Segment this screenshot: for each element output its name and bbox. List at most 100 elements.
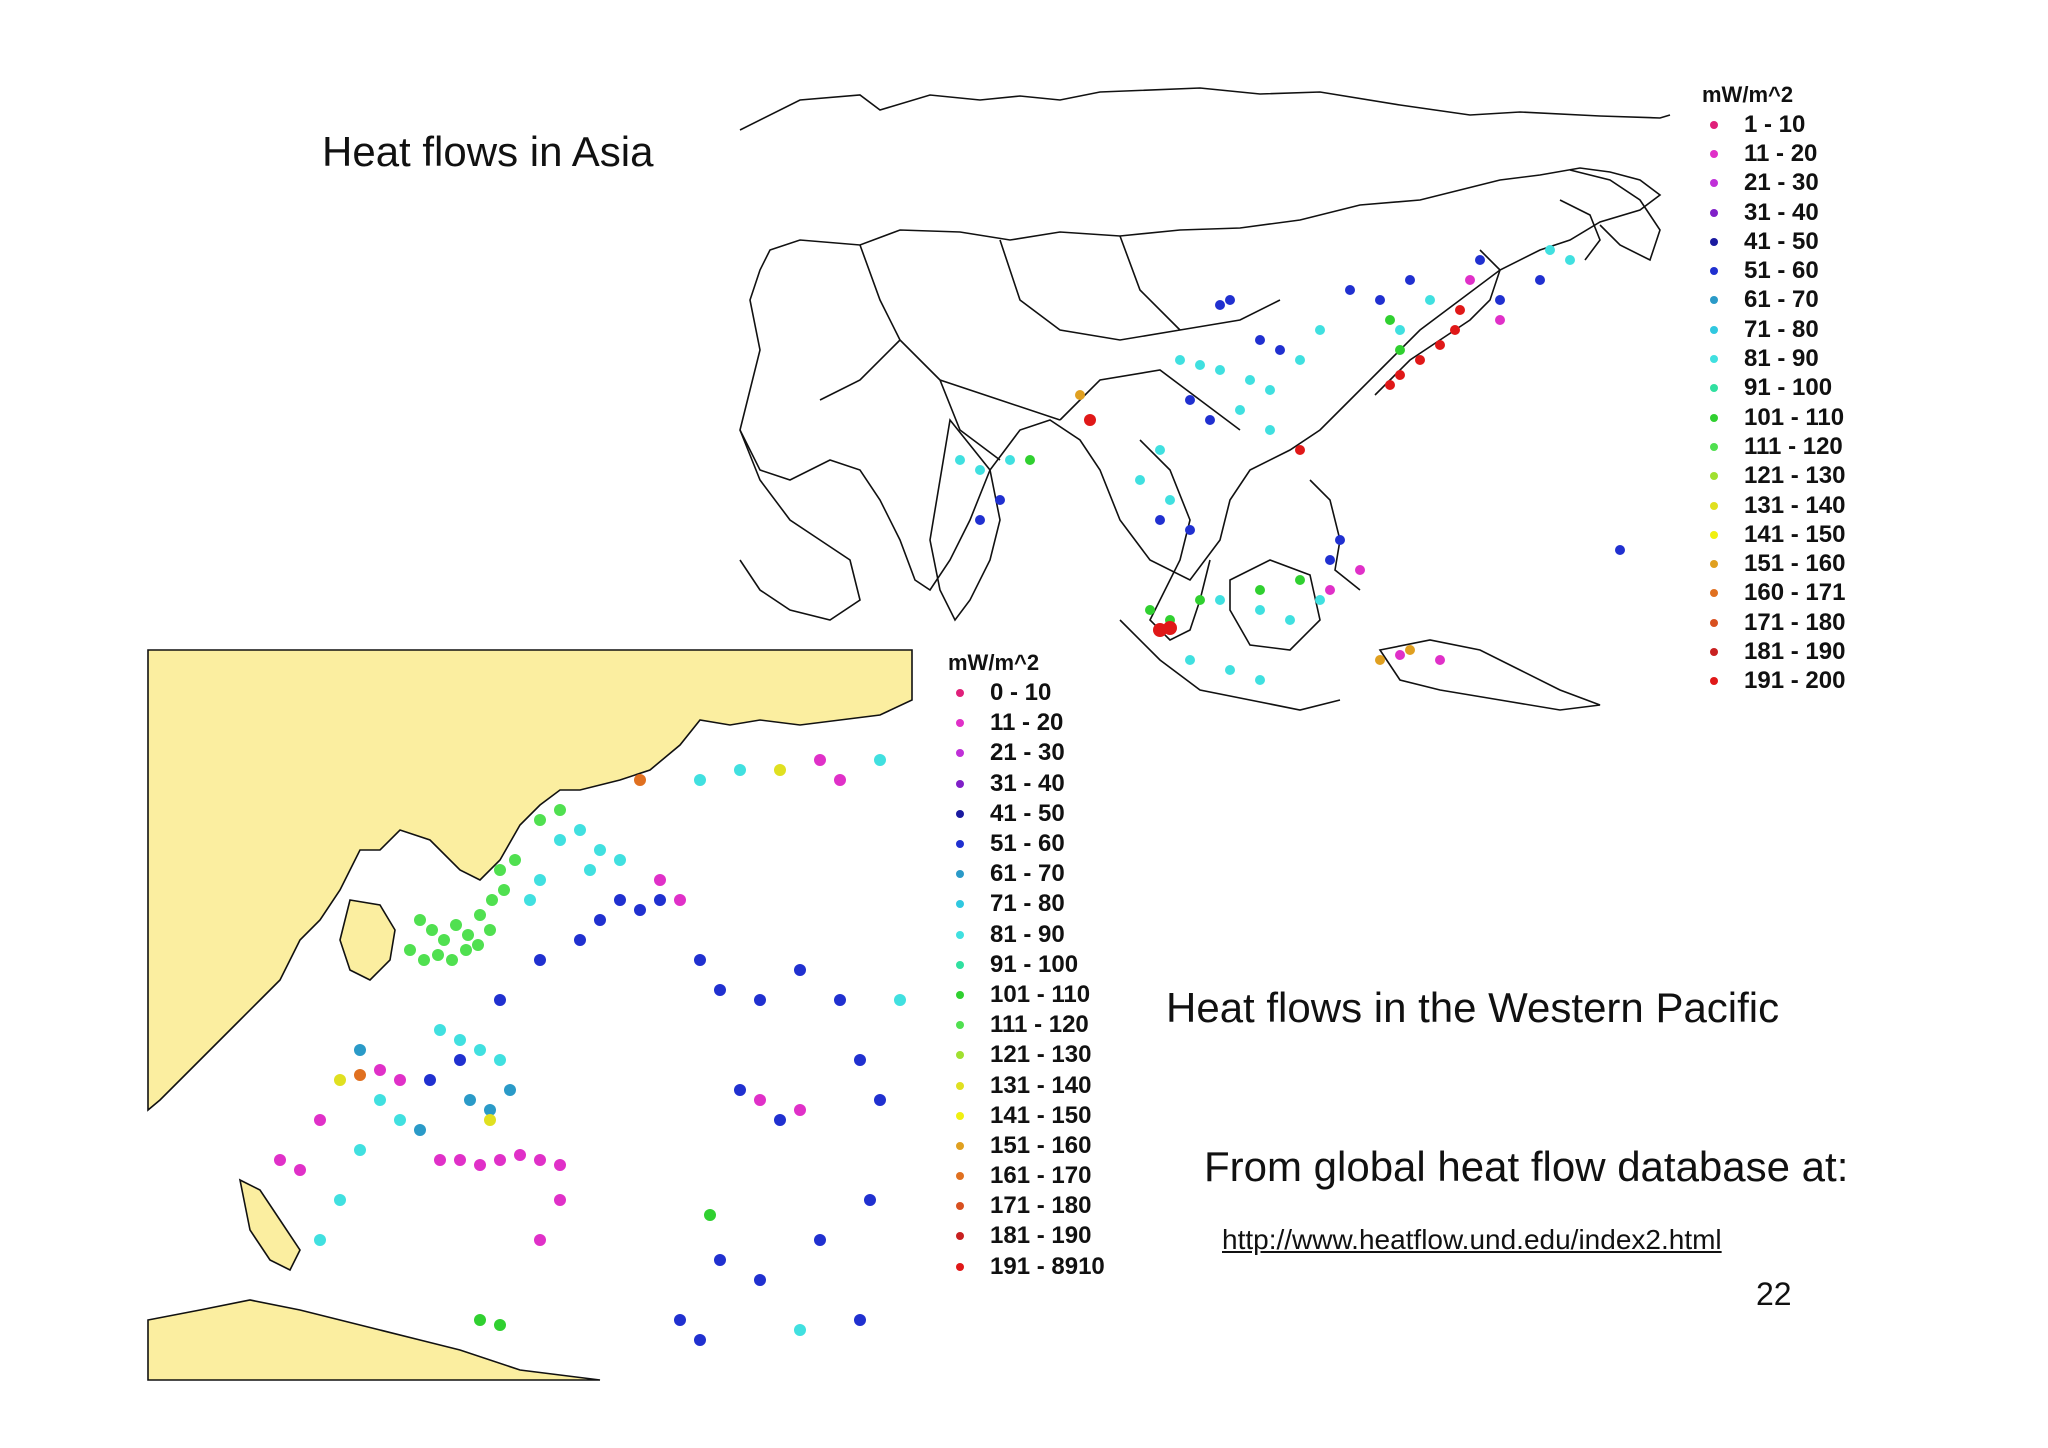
legend-label: 51 - 60 bbox=[990, 830, 1065, 858]
legend-row: 191 - 200 bbox=[1702, 667, 1845, 696]
legend-color-dot bbox=[956, 779, 964, 788]
legend-row: 11 - 20 bbox=[948, 708, 1105, 738]
legend-color-dot bbox=[956, 749, 964, 758]
legend-color-dot bbox=[1710, 325, 1718, 334]
legend-row: 131 - 140 bbox=[1702, 491, 1845, 520]
legend-label: 171 - 180 bbox=[990, 1192, 1092, 1220]
legend-color-dot bbox=[1710, 560, 1718, 569]
legend-color-dot bbox=[1710, 384, 1718, 393]
legend-row: 51 - 60 bbox=[1702, 256, 1845, 285]
legend-label: 151 - 160 bbox=[990, 1131, 1092, 1159]
legend-western-pacific: mW/m^2 0 - 10 11 - 20 21 - 30 31 - 40 41 - 5… bbox=[948, 650, 1105, 1282]
legend-row: 111 - 120 bbox=[1702, 432, 1845, 461]
legend-row: 21 - 30 bbox=[1702, 169, 1845, 198]
legend-label: 131 - 140 bbox=[990, 1071, 1092, 1099]
legend-label: 101 - 110 bbox=[990, 980, 1091, 1008]
legend-color-dot bbox=[1710, 677, 1718, 686]
legend-color-dot bbox=[1710, 237, 1718, 246]
legend-label: 21 - 30 bbox=[1744, 169, 1819, 197]
legend-row: 141 - 150 bbox=[1702, 520, 1845, 549]
legend-label: 171 - 180 bbox=[1744, 608, 1846, 636]
legend-color-dot bbox=[1710, 618, 1718, 627]
legend-color-dot bbox=[956, 960, 964, 969]
legend-row: 61 - 70 bbox=[948, 859, 1105, 889]
legend-label: 181 - 190 bbox=[990, 1222, 1092, 1250]
legend-row: 51 - 60 bbox=[948, 829, 1105, 859]
sumatra-java bbox=[1119, 619, 1341, 711]
legend-color-dot bbox=[956, 1141, 964, 1150]
legend-row: 121 - 130 bbox=[948, 1040, 1105, 1070]
india-peninsula bbox=[929, 418, 1001, 622]
source-text: From global heat flow database at: bbox=[1204, 1143, 1849, 1190]
legend-label: 141 - 150 bbox=[990, 1101, 1092, 1129]
legend-color-dot bbox=[956, 1202, 964, 1211]
legend-row: 181 - 190 bbox=[1702, 637, 1845, 666]
legend-color-dot bbox=[956, 1232, 964, 1241]
legend-color-dot bbox=[1710, 267, 1718, 276]
legend-color-dot bbox=[1710, 472, 1718, 481]
legend-label: 91 - 100 bbox=[1744, 374, 1833, 402]
legend-row: 101 - 110 bbox=[948, 980, 1105, 1010]
legend-label: 101 - 110 bbox=[1744, 403, 1845, 431]
legend-label: 41 - 50 bbox=[1744, 227, 1819, 255]
legend-color-dot bbox=[956, 1021, 964, 1030]
legend-row: 41 - 50 bbox=[948, 799, 1105, 829]
legend-color-dot bbox=[956, 1081, 964, 1090]
legend-color-dot bbox=[956, 1111, 964, 1120]
asia-map bbox=[739, 87, 1671, 711]
legend-label: 111 - 120 bbox=[1744, 432, 1843, 460]
legend-label: 71 - 80 bbox=[1744, 315, 1819, 343]
legend-row: 121 - 130 bbox=[1702, 462, 1845, 491]
legend-color-dot bbox=[1710, 442, 1718, 451]
legend-label: 31 - 40 bbox=[990, 769, 1065, 797]
legend-color-dot bbox=[956, 990, 964, 999]
legend-row: 71 - 80 bbox=[1702, 315, 1845, 344]
legend-label: 181 - 190 bbox=[1744, 637, 1846, 665]
new-guinea bbox=[1378, 639, 1601, 711]
legend-row: 31 - 40 bbox=[1702, 198, 1845, 227]
legend-label: 81 - 90 bbox=[990, 920, 1065, 948]
legend-color-dot bbox=[1710, 179, 1718, 188]
legend-row: 131 - 140 bbox=[948, 1070, 1105, 1100]
asia-arctic-coast bbox=[739, 87, 1671, 131]
title-heat-flows-asia: Heat flows in Asia bbox=[322, 128, 654, 175]
legend-color-dot bbox=[1710, 501, 1718, 510]
legend-row: 191 - 8910 bbox=[948, 1252, 1105, 1282]
legend-color-dot bbox=[1710, 589, 1718, 598]
legend-row: 81 - 90 bbox=[948, 920, 1105, 950]
legend-row: 1 - 10 bbox=[1702, 110, 1845, 139]
source-link[interactable]: http://www.heatflow.und.edu/index2.html bbox=[1222, 1224, 1722, 1255]
legend-row: 71 - 80 bbox=[948, 889, 1105, 919]
legend-row: 91 - 100 bbox=[1702, 374, 1845, 403]
legend-label: 31 - 40 bbox=[1744, 198, 1819, 226]
legend-asia: mW/m^2 1 - 10 11 - 20 21 - 30 31 - 40 41 - 5… bbox=[1702, 82, 1845, 696]
legend-label: 81 - 90 bbox=[1744, 345, 1819, 373]
wp-land-asia bbox=[147, 649, 913, 1112]
asia-outline bbox=[739, 167, 1662, 592]
legend-row: 31 - 40 bbox=[948, 769, 1105, 799]
legend-row: 151 - 160 bbox=[1702, 549, 1845, 578]
legend-color-dot bbox=[956, 1051, 964, 1060]
legend-label: 111 - 120 bbox=[990, 1011, 1089, 1039]
borneo bbox=[1229, 559, 1321, 651]
kamchatka bbox=[1569, 169, 1661, 262]
legend-row: 160 - 171 bbox=[1702, 579, 1845, 608]
title-heat-flows-western-pacific: Heat flows in the Western Pacific bbox=[1166, 984, 1780, 1031]
legend-color-dot bbox=[1710, 413, 1718, 422]
wp-land-korea bbox=[339, 899, 396, 981]
legend-label: 61 - 70 bbox=[1744, 286, 1819, 314]
legend-color-dot bbox=[1710, 149, 1718, 158]
legend-label: 121 - 130 bbox=[990, 1041, 1092, 1069]
legend-color-dot bbox=[1710, 355, 1718, 364]
asia-heatflow-points bbox=[955, 245, 1625, 685]
legend-color-dot bbox=[956, 870, 964, 879]
legend-label: 151 - 160 bbox=[1744, 550, 1846, 578]
legend-color-dot bbox=[956, 1172, 964, 1181]
legend-label: 21 - 30 bbox=[990, 739, 1065, 767]
wp-heatflow-points bbox=[274, 754, 906, 1346]
legend-row: 181 - 190 bbox=[948, 1221, 1105, 1251]
legend-label: 191 - 8910 bbox=[990, 1252, 1105, 1280]
legend-label: 0 - 10 bbox=[990, 679, 1052, 707]
asia-borders bbox=[819, 235, 1281, 461]
legend-label: 51 - 60 bbox=[1744, 257, 1819, 285]
